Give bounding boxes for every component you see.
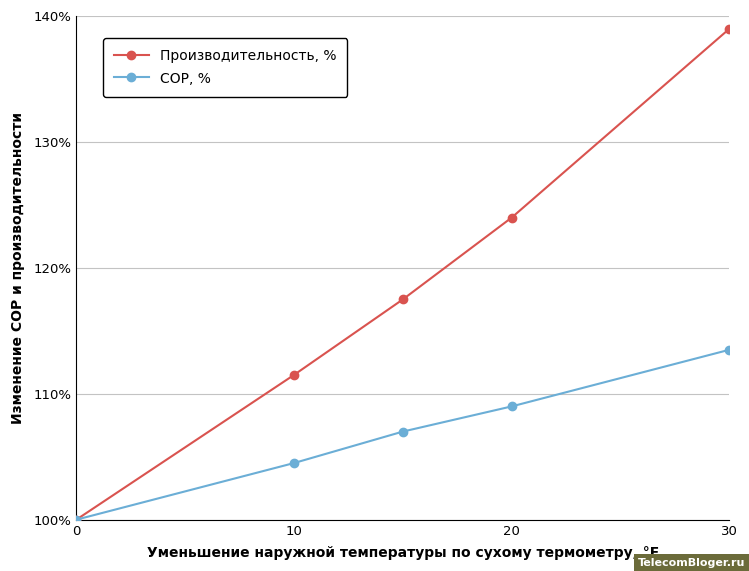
Производительность, % — [398, 296, 407, 303]
Text: TelecomBloger.ru: TelecomBloger.ru — [638, 558, 745, 568]
COP, % — [507, 403, 516, 410]
Производительность, % — [507, 214, 516, 221]
Производительность, % — [725, 25, 734, 32]
Line: COP, %: COP, % — [72, 345, 733, 524]
Производительность, % — [72, 516, 81, 523]
Legend: Производительность, %, COP, %: Производительность, %, COP, % — [103, 38, 348, 96]
COP, % — [398, 428, 407, 435]
X-axis label: Уменьшение наружной температуры по сухому термометру, °F: Уменьшение наружной температуры по сухом… — [147, 546, 659, 560]
COP, % — [725, 346, 734, 353]
Line: Производительность, %: Производительность, % — [72, 25, 733, 524]
COP, % — [290, 460, 299, 467]
COP, % — [72, 516, 81, 523]
Производительность, % — [290, 372, 299, 379]
Y-axis label: Изменение СОР и производительности: Изменение СОР и производительности — [11, 112, 25, 424]
